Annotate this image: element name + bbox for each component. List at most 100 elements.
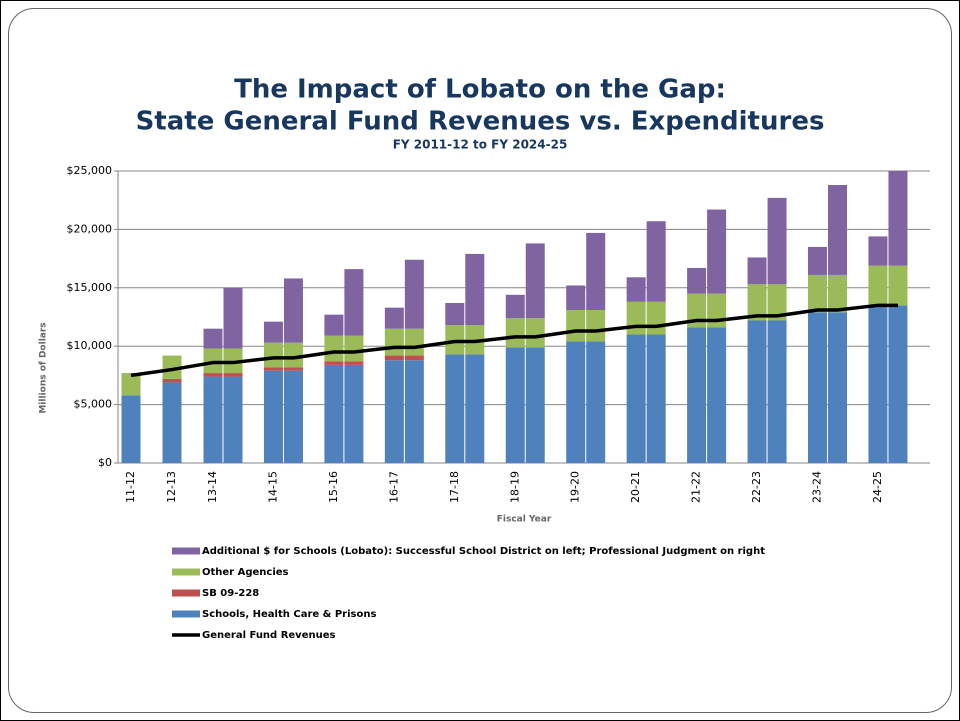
- bar-segment: [324, 364, 344, 463]
- chart-title: State General Fund Revenues vs. Expendit…: [136, 107, 825, 137]
- bar-segment: [888, 171, 908, 266]
- bar-segment: [646, 221, 666, 302]
- bar-segment: [646, 334, 666, 463]
- x-tick-label: 14-15: [266, 471, 279, 503]
- bar-segment: [525, 347, 545, 463]
- bar-segment: [646, 301, 666, 335]
- legend-label: Schools, Health Care & Prisons: [202, 609, 376, 620]
- bar-segment: [263, 370, 283, 463]
- x-axis-title: Fiscal Year: [497, 515, 552, 525]
- bar-segment: [808, 246, 827, 275]
- bar-segment: [162, 382, 182, 463]
- y-axis-title: Millions of Dollars: [39, 322, 49, 413]
- bar-segment: [505, 294, 525, 319]
- bar-segment: [767, 197, 787, 285]
- bar-segment: [162, 355, 182, 379]
- bar-segment: [525, 318, 545, 348]
- bar-segment: [203, 328, 223, 349]
- x-tick-label: 13-14: [206, 471, 219, 503]
- x-tick-label: 18-19: [508, 471, 521, 503]
- bar-segment: [747, 257, 767, 285]
- bar-segment: [203, 373, 223, 377]
- x-tick-label: 16-17: [387, 471, 400, 503]
- y-tick-label: $10,000: [67, 339, 113, 352]
- legend-label: Additional $ for Schools (Lobato): Succe…: [202, 546, 765, 557]
- legend-label: Other Agencies: [202, 567, 289, 578]
- bar-segment: [687, 267, 707, 294]
- bar-segment: [121, 395, 141, 463]
- bar-segment: [626, 334, 646, 463]
- x-tick-label: 12-13: [165, 471, 178, 503]
- bar-segment: [767, 320, 787, 463]
- bar-segment: [868, 265, 888, 306]
- bar-segment: [586, 341, 606, 463]
- x-tick-label: 19-20: [569, 471, 582, 503]
- bar-segment: [707, 209, 727, 294]
- bar-segment: [263, 321, 283, 343]
- bar-segment: [747, 284, 767, 321]
- bar-segment: [404, 259, 424, 329]
- bar-segment: [283, 278, 303, 343]
- bar-segment: [626, 277, 646, 302]
- bar-segment: [808, 274, 827, 313]
- bar-segment: [162, 378, 182, 383]
- bar-segment: [808, 312, 827, 463]
- bar-segment: [888, 305, 908, 463]
- bar-segment: [384, 355, 404, 361]
- bar-segment: [203, 376, 223, 463]
- bar-segment: [687, 327, 707, 463]
- bar-segment: [263, 342, 283, 368]
- chart-title: The Impact of Lobato on the Gap:: [234, 75, 726, 105]
- bar-segment: [505, 347, 525, 463]
- x-tick-label: 20-21: [629, 471, 642, 503]
- bar-segment: [445, 325, 465, 355]
- legend-label: General Fund Revenues: [202, 630, 335, 641]
- bar-segment: [324, 335, 344, 362]
- bar-segment: [283, 342, 303, 368]
- bar-segment: [566, 309, 586, 342]
- x-tick-label: 15-16: [327, 471, 340, 503]
- bar-segment: [283, 367, 303, 371]
- x-tick-label: 22-23: [750, 471, 763, 503]
- y-tick-label: $5,000: [74, 398, 113, 411]
- bar-segment: [324, 361, 344, 365]
- bar-segment: [828, 312, 847, 463]
- slide-border: [8, 8, 952, 713]
- bar-segment: [888, 265, 908, 306]
- x-tick-label: 21-22: [690, 471, 703, 503]
- legend-swatch: [172, 568, 200, 576]
- bar-segment: [404, 355, 424, 361]
- bar-segment: [868, 305, 888, 463]
- bar-segment: [344, 361, 364, 365]
- bar-segment: [586, 232, 606, 310]
- y-tick-label: $20,000: [67, 222, 113, 235]
- bar-segment: [707, 327, 727, 463]
- bar-segment: [465, 354, 485, 463]
- bar-segment: [868, 236, 888, 266]
- bar-segment: [324, 314, 344, 336]
- bar-segment: [566, 341, 586, 463]
- bar-segment: [445, 302, 465, 326]
- bar-segment: [203, 348, 223, 374]
- legend-swatch: [172, 547, 200, 555]
- x-tick-label: 24-25: [871, 471, 884, 503]
- bar-segment: [223, 287, 243, 349]
- legend-swatch: [172, 589, 200, 597]
- y-tick-label: $15,000: [67, 281, 113, 294]
- bar-segment: [747, 320, 767, 463]
- revenue-line: [130, 303, 898, 378]
- bar-segment: [263, 367, 283, 371]
- bar-segment: [767, 284, 787, 321]
- bar-segment: [121, 373, 141, 396]
- bar-segment: [384, 307, 404, 329]
- bar-segment: [384, 360, 404, 463]
- x-tick-label: 23-24: [811, 471, 824, 503]
- bar-segment: [828, 185, 847, 275]
- bar-segment: [525, 243, 545, 319]
- bar-segment: [344, 269, 364, 336]
- bar-segment: [384, 328, 404, 356]
- bar-segment: [445, 354, 465, 463]
- bar-segment: [283, 370, 303, 463]
